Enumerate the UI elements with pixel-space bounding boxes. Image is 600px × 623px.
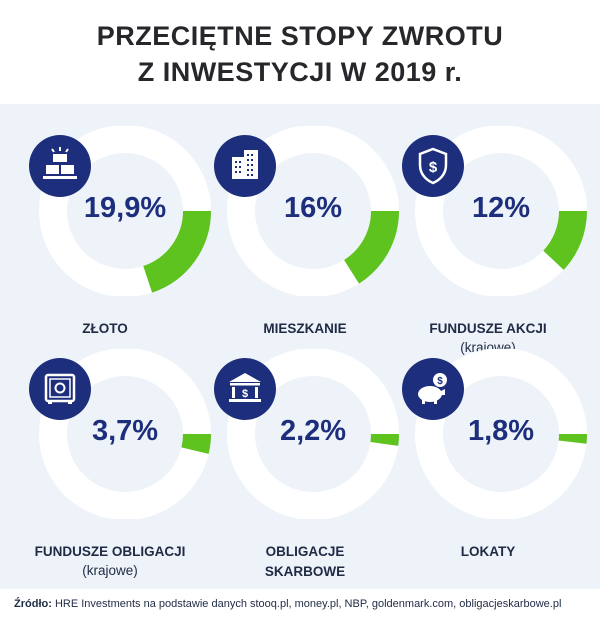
donut-ring bbox=[227, 349, 399, 519]
donut-label: MIESZKANIE bbox=[263, 321, 347, 336]
donut-ring bbox=[415, 349, 587, 519]
donut-label-line-2: SKARBOWE bbox=[264, 564, 346, 579]
svg-text:$: $ bbox=[429, 159, 438, 176]
donut-ring bbox=[39, 126, 211, 296]
donut-value: 12% bbox=[471, 192, 531, 224]
source-note: Źródło: HRE Investments na podstawie dan… bbox=[14, 598, 561, 610]
donut-value: 2,2% bbox=[279, 415, 347, 447]
donut-fundusze-akcji: 12% $ FUNDUSZE AKCJI (krajowe) bbox=[388, 126, 588, 366]
svg-text:$: $ bbox=[242, 388, 248, 400]
donut-slice bbox=[142, 210, 211, 293]
source-text: HRE Investments na podstawie danych stoo… bbox=[51, 598, 562, 610]
svg-text:$: $ bbox=[437, 376, 443, 387]
page-title-line-1: PRZECIĘTNE STOPY ZWROTU bbox=[96, 21, 504, 51]
safe-icon bbox=[29, 358, 91, 420]
donut-value: 19,9% bbox=[83, 192, 167, 224]
donut-value: 1,8% bbox=[467, 415, 535, 447]
donut-ring bbox=[39, 349, 211, 519]
donut-ring bbox=[227, 126, 399, 296]
donut-slice bbox=[542, 210, 587, 270]
bank-building-icon: $ bbox=[214, 358, 276, 420]
donut-label: FUNDUSZE AKCJI bbox=[429, 321, 547, 336]
donut-value: 16% bbox=[283, 192, 343, 224]
dollar-shield-icon: $ bbox=[402, 135, 464, 197]
source-footer: Źródło: HRE Investments na podstawie dan… bbox=[0, 589, 600, 623]
chart-panel: 19,9% ZŁOTO 16% bbox=[0, 104, 600, 589]
donut-label: ZŁOTO bbox=[82, 321, 128, 336]
header: PRZECIĘTNE STOPY ZWROTU Z INWESTYCJI W 2… bbox=[0, 0, 600, 104]
piggy-bank-icon: $ bbox=[402, 358, 464, 420]
donut-label: LOKATY bbox=[460, 544, 516, 559]
gold-bars-icon bbox=[29, 135, 91, 197]
donut-slice bbox=[370, 433, 399, 446]
source-label: Źródło: bbox=[14, 598, 52, 610]
donut-label: FUNDUSZE OBLIGACJI bbox=[34, 544, 186, 559]
donut-zloto: 19,9% ZŁOTO bbox=[12, 126, 212, 366]
apartment-building-icon bbox=[214, 135, 276, 197]
donut-slice bbox=[181, 433, 211, 454]
donut-lokaty: 1,8% $ LOKATY bbox=[388, 349, 588, 589]
donut-mieszkanie: 16% MIESZKANIE bbox=[200, 126, 400, 366]
donut-slice bbox=[343, 210, 399, 284]
donut-sublabel: (krajowe) bbox=[82, 563, 138, 578]
page-title-line-2: Z INWESTYCJI W 2019 r. bbox=[137, 57, 463, 87]
donut-label: OBLIGACJE bbox=[265, 544, 345, 559]
donut-fundusze-obligacji: 3,7% FUNDUSZE OBLIGACJI (krajowe) bbox=[12, 349, 212, 589]
donut-value: 3,7% bbox=[91, 415, 159, 447]
donut-obligacje-skarbowe: 2,2% $ OBLIGACJE SKARBOWE bbox=[200, 349, 400, 589]
donut-ring bbox=[415, 126, 587, 296]
